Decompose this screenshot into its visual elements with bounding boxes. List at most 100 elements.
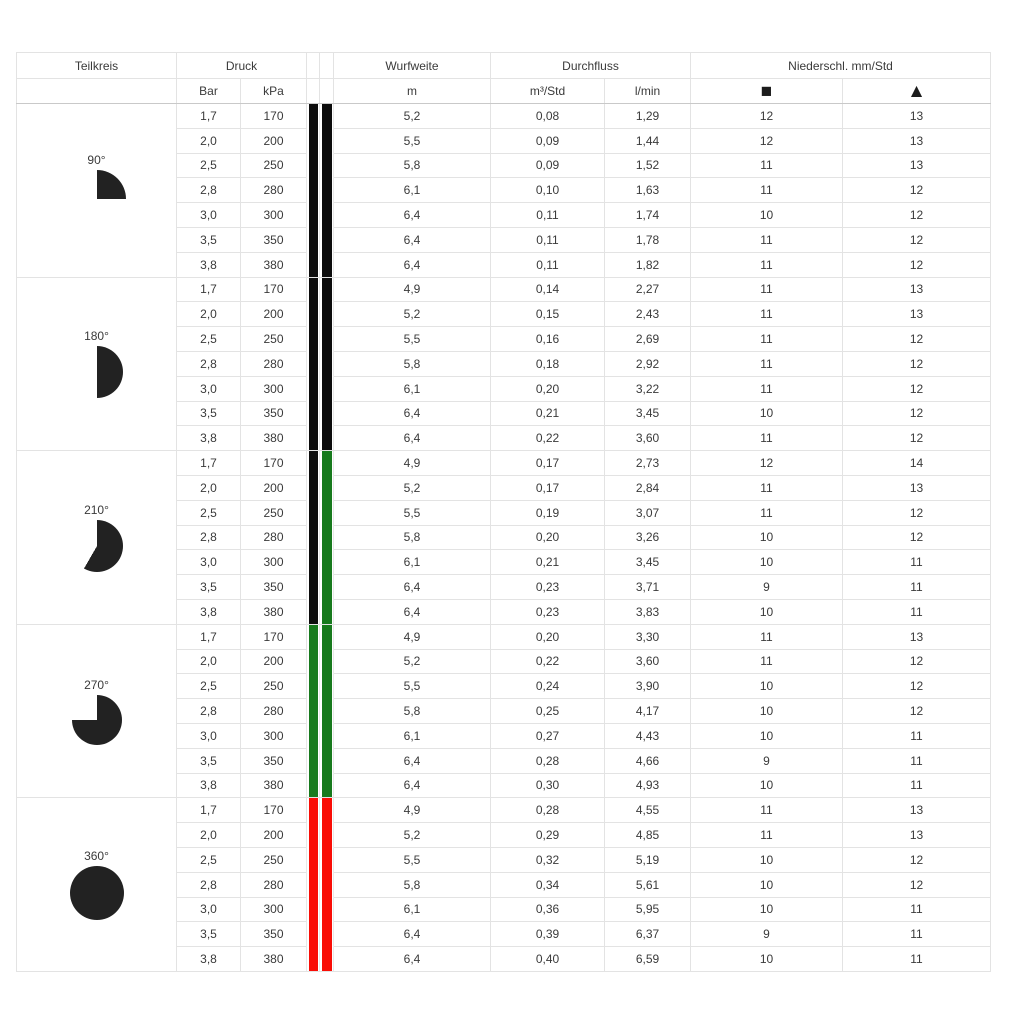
cell-wurfweite: 6,1 [333, 549, 491, 576]
cell-niederschlag-triangle: 11 [841, 722, 992, 749]
cell-bar: 2,0 [176, 474, 241, 501]
cell-niederschlag-square: 11 [690, 648, 843, 675]
cell-niederschlag-square: 11 [690, 623, 843, 650]
cell-niederschlag-triangle: 11 [841, 549, 992, 576]
sector-270-icon [71, 694, 122, 745]
table-row: 2,0 200 5,2 0,15 2,43 11 13 [17, 301, 992, 328]
cell-niederschlag-square: 11 [690, 226, 843, 253]
cell-kpa: 200 [240, 474, 307, 501]
cell-bar: 2,8 [176, 524, 241, 551]
cell-bar: 2,5 [176, 673, 241, 700]
cell-bar: 3,5 [176, 574, 241, 600]
cell-lmin: 3,45 [604, 549, 691, 576]
cell-bar: 2,8 [176, 871, 241, 898]
cell-m3std: 0,20 [490, 524, 605, 551]
cell-lmin: 4,85 [604, 822, 691, 848]
cell-niederschlag-triangle: 13 [841, 103, 992, 129]
cell-lmin: 2,73 [604, 450, 691, 476]
cell-m3std: 0,32 [490, 846, 605, 873]
cell-niederschlag-square: 9 [690, 921, 843, 948]
cell-lmin: 3,71 [604, 574, 691, 600]
cell-niederschlag-square: 10 [690, 722, 843, 749]
cell-niederschlag-triangle: 12 [841, 871, 992, 898]
cell-niederschlag-triangle: 11 [841, 598, 992, 625]
section-90: 90° 1,7 170 5,2 0,08 1,29 12 13 2,0 200 5,5 0,09 1,4… [16, 103, 992, 278]
cell-wurfweite: 4,9 [333, 623, 491, 650]
cell-niederschlag-triangle: 12 [841, 400, 992, 427]
nozzle-color-bar-1 [306, 103, 320, 278]
cell-bar: 1,7 [176, 623, 241, 650]
cell-kpa: 380 [240, 772, 307, 799]
cell-niederschlag-triangle: 14 [841, 450, 992, 476]
cell-kpa: 350 [240, 747, 307, 774]
nozzle-bar-column-header [319, 52, 334, 79]
cell-wurfweite: 6,4 [333, 400, 491, 427]
cell-niederschlag-square: 10 [690, 946, 843, 972]
cell-bar: 3,0 [176, 375, 241, 402]
cell-niederschlag-triangle: 13 [841, 276, 992, 303]
cell-niederschlag-square: 11 [690, 350, 843, 377]
cell-lmin: 2,43 [604, 301, 691, 328]
cell-kpa: 200 [240, 648, 307, 675]
cell-bar: 2,8 [176, 350, 241, 377]
cell-m3std: 0,16 [490, 326, 605, 352]
cell-m3std: 0,10 [490, 177, 605, 204]
cell-niederschlag-square: 11 [690, 499, 843, 526]
cell-m3std: 0,09 [490, 127, 605, 154]
cell-bar: 2,8 [176, 698, 241, 724]
cell-bar: 2,0 [176, 127, 241, 154]
cell-lmin: 2,92 [604, 350, 691, 377]
cell-wurfweite: 5,8 [333, 152, 491, 179]
cell-lmin: 2,69 [604, 326, 691, 352]
cell-lmin: 1,82 [604, 251, 691, 278]
cell-niederschlag-square: 11 [690, 152, 843, 179]
table-row: 3,5 350 6,4 0,39 6,37 9 11 [17, 921, 992, 948]
cell-lmin: 1,52 [604, 152, 691, 179]
nozzle-color-bar-2 [319, 623, 334, 799]
teilkreis-angle-label: 270° [84, 677, 109, 692]
teilkreis-cell: 270° [16, 623, 177, 799]
cell-niederschlag-square: 10 [690, 772, 843, 799]
cell-niederschlag-triangle: 12 [841, 846, 992, 873]
cell-kpa: 250 [240, 326, 307, 352]
table-row: 2,8 280 5,8 0,34 5,61 10 12 [17, 871, 992, 898]
header-square-column: ■ [690, 78, 843, 104]
cell-bar: 1,7 [176, 276, 241, 303]
teilkreis-cell: 180° [16, 276, 177, 452]
cell-kpa: 280 [240, 698, 307, 724]
header-niederschlag: Niederschl. mm/Std [689, 52, 992, 79]
table-row: 90° 1,7 170 5,2 0,08 1,29 12 13 [16, 103, 992, 278]
cell-niederschlag-triangle: 13 [841, 301, 992, 328]
cell-lmin: 5,95 [604, 896, 691, 923]
cell-wurfweite: 6,1 [333, 177, 491, 204]
cell-niederschlag-triangle: 12 [841, 177, 992, 204]
cell-kpa: 380 [240, 946, 307, 972]
cell-m3std: 0,21 [490, 400, 605, 427]
cell-niederschlag-triangle: 13 [841, 474, 992, 501]
cell-niederschlag-triangle: 12 [841, 673, 992, 700]
cell-niederschlag-triangle: 11 [841, 896, 992, 923]
cell-wurfweite: 5,2 [333, 301, 491, 328]
cell-kpa: 380 [240, 425, 307, 452]
table-row: 3,8 380 6,4 0,40 6,59 10 11 [17, 946, 992, 972]
table-row: 270° 1,7 170 4,9 0,20 3,30 11 13 [16, 623, 992, 799]
cell-lmin: 6,59 [604, 946, 691, 972]
cell-bar: 3,8 [176, 251, 241, 278]
cell-wurfweite: 6,1 [333, 722, 491, 749]
table-row: 3,8 380 6,4 0,11 1,82 11 12 [17, 251, 992, 278]
cell-lmin: 3,22 [604, 375, 691, 402]
cell-wurfweite: 6,4 [333, 598, 491, 625]
cell-niederschlag-triangle: 11 [841, 946, 992, 972]
cell-lmin: 3,07 [604, 499, 691, 526]
cell-niederschlag-triangle: 12 [841, 226, 992, 253]
table-row: 3,5 350 6,4 0,28 4,66 9 11 [17, 747, 992, 774]
teilkreis-angle-label: 180° [84, 329, 109, 344]
header-wurfweite: Wurfweite [333, 52, 491, 79]
table-row: 360° 1,7 170 4,9 0,28 4,55 11 13 [16, 797, 992, 972]
cell-bar: 2,8 [176, 177, 241, 204]
nozzle-color-bar-1 [306, 623, 320, 799]
triangle-icon: ▲ [907, 80, 926, 102]
table-row: 2,5 250 5,5 0,19 3,07 11 12 [17, 499, 992, 526]
table-row: 2,5 250 5,8 0,09 1,52 11 13 [17, 152, 992, 179]
table-row: 2,5 250 5,5 0,24 3,90 10 12 [17, 673, 992, 700]
